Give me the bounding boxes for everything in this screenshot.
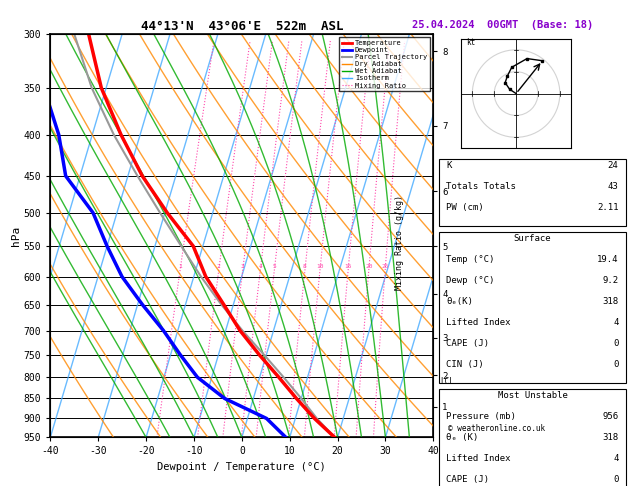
Y-axis label: hPa: hPa: [11, 226, 21, 246]
Text: Lifted Index: Lifted Index: [447, 318, 511, 327]
Text: 5: 5: [272, 264, 276, 269]
Text: LCL: LCL: [440, 377, 454, 386]
Legend: Temperature, Dewpoint, Parcel Trajectory, Dry Adiabat, Wet Adiabat, Isotherm, Mi: Temperature, Dewpoint, Parcel Trajectory…: [339, 37, 430, 91]
Text: 318: 318: [602, 433, 618, 442]
Text: K: K: [447, 161, 452, 170]
X-axis label: Dewpoint / Temperature (°C): Dewpoint / Temperature (°C): [157, 462, 326, 472]
Text: 318: 318: [602, 297, 618, 306]
Title: 44°13'N  43°06'E  522m  ASL: 44°13'N 43°06'E 522m ASL: [140, 20, 343, 33]
Text: Lifted Index: Lifted Index: [447, 454, 511, 463]
Text: 19.4: 19.4: [597, 255, 618, 264]
Text: 0: 0: [613, 475, 618, 484]
Text: 1: 1: [178, 264, 182, 269]
Text: Surface: Surface: [514, 234, 551, 243]
Text: θₑ(K): θₑ(K): [447, 297, 474, 306]
Text: 9.2: 9.2: [602, 276, 618, 285]
Text: Dewp (°C): Dewp (°C): [447, 276, 495, 285]
Text: PW (cm): PW (cm): [447, 203, 484, 212]
Text: 15: 15: [344, 264, 352, 269]
Text: 10: 10: [316, 264, 324, 269]
Bar: [439, 232, 626, 383]
Text: 25.04.2024  00GMT  (Base: 18): 25.04.2024 00GMT (Base: 18): [412, 20, 593, 31]
Text: Pressure (mb): Pressure (mb): [447, 412, 516, 421]
Text: 4: 4: [613, 454, 618, 463]
Bar: [439, 389, 626, 486]
Text: 0: 0: [613, 339, 618, 348]
Text: 2.11: 2.11: [597, 203, 618, 212]
Text: Most Unstable: Most Unstable: [498, 391, 567, 400]
Text: kt: kt: [466, 38, 475, 48]
Text: 43: 43: [608, 182, 618, 191]
Text: Temp (°C): Temp (°C): [447, 255, 495, 264]
Text: CAPE (J): CAPE (J): [447, 475, 489, 484]
Text: CAPE (J): CAPE (J): [447, 339, 489, 348]
Text: 24: 24: [608, 161, 618, 170]
Text: 3: 3: [241, 264, 245, 269]
Text: θₑ (K): θₑ (K): [447, 433, 479, 442]
Text: © weatheronline.co.uk: © weatheronline.co.uk: [448, 424, 545, 434]
Bar: [439, 159, 626, 226]
Text: 0: 0: [613, 360, 618, 369]
Text: 20: 20: [365, 264, 372, 269]
Text: Totals Totals: Totals Totals: [447, 182, 516, 191]
Text: 956: 956: [602, 412, 618, 421]
Text: CIN (J): CIN (J): [447, 360, 484, 369]
Text: 4: 4: [613, 318, 618, 327]
Text: 25: 25: [381, 264, 389, 269]
Text: 2: 2: [217, 264, 221, 269]
Text: 4: 4: [259, 264, 262, 269]
Text: Mixing Ratio (g/kg): Mixing Ratio (g/kg): [395, 195, 404, 291]
Text: 8: 8: [303, 264, 307, 269]
